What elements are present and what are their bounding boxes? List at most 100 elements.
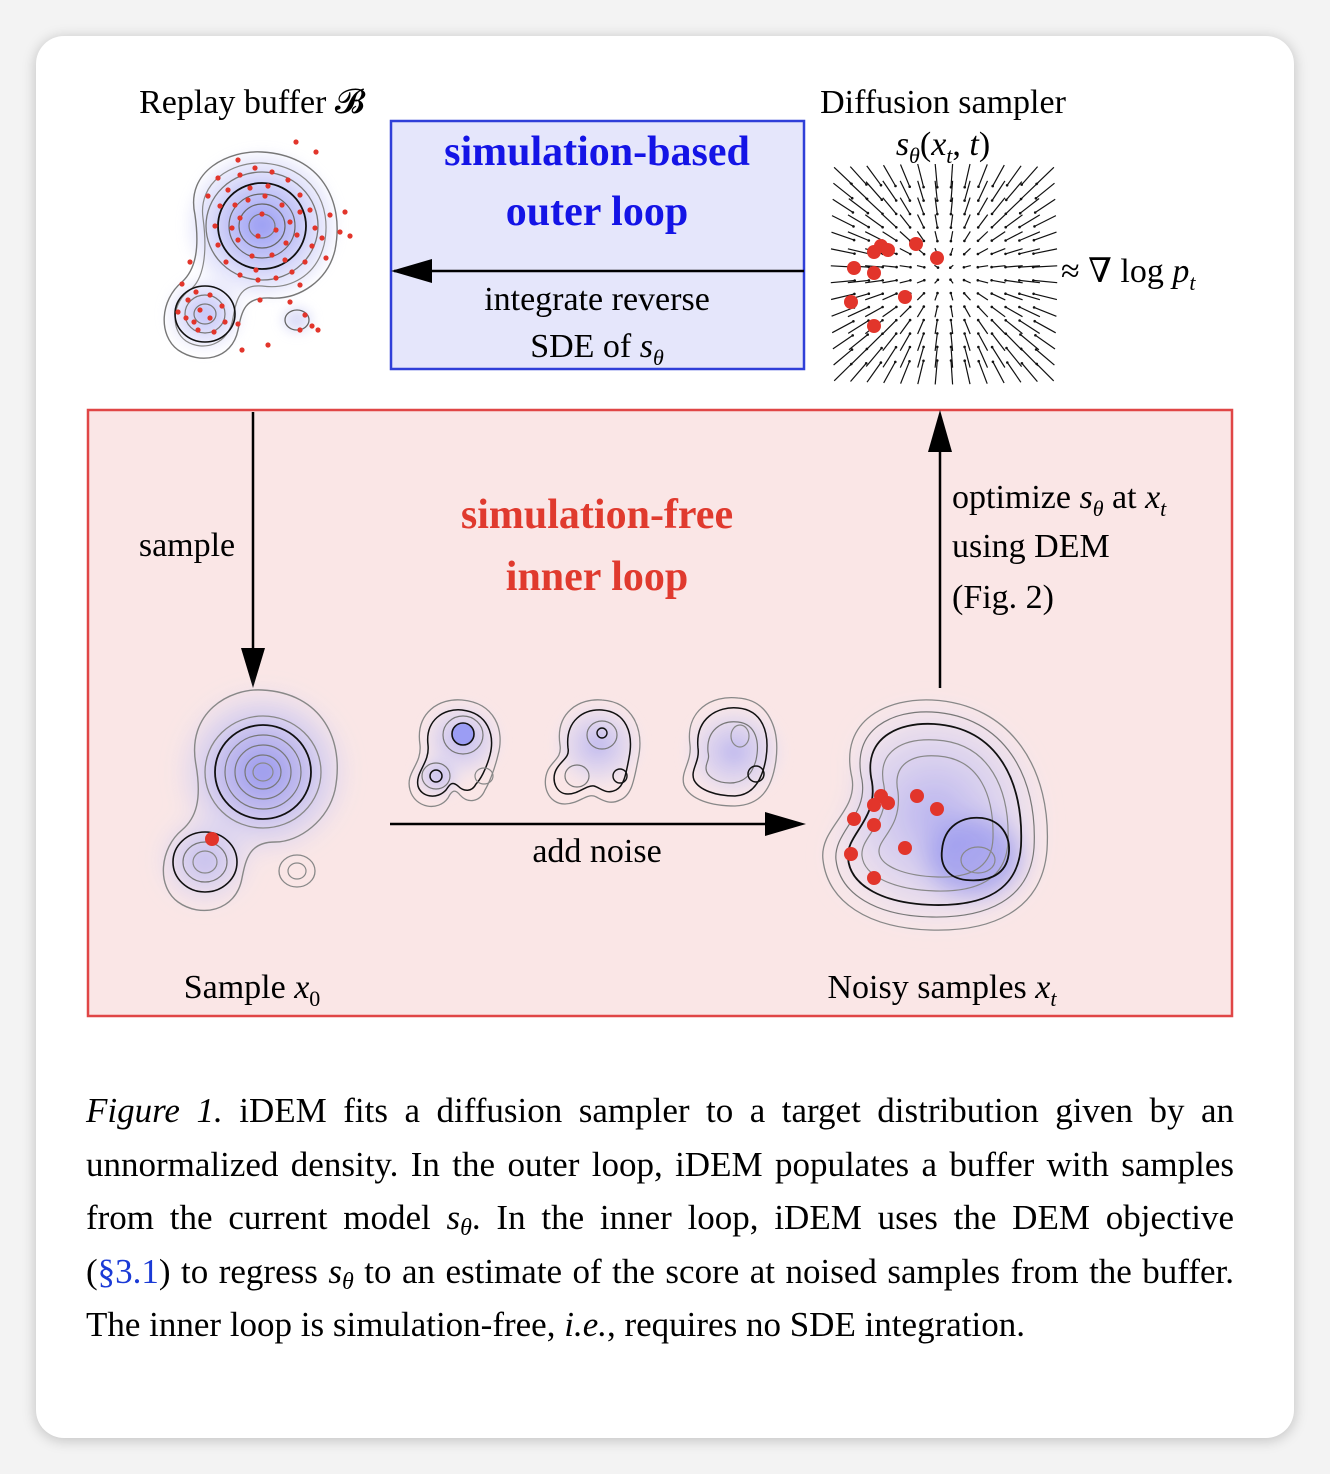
vector-field-arrow xyxy=(917,180,925,201)
vector-field-arrow xyxy=(916,306,925,318)
vector-field-arrowhead xyxy=(880,198,884,201)
vector-field-arrowhead xyxy=(976,292,980,295)
vector-field-arrow xyxy=(1019,214,1041,228)
vector-field-arrow xyxy=(934,180,938,201)
inner-loop-title-1: simulation-free xyxy=(461,492,733,538)
vector-field-arrow xyxy=(833,182,853,199)
vector-field-arrowhead xyxy=(936,359,939,362)
vector-field-arrowhead xyxy=(936,278,940,282)
vector-field-arrowhead xyxy=(990,279,993,282)
vector-field-arrow xyxy=(950,333,954,351)
vector-field-arrow xyxy=(934,306,938,318)
vector-field-arrowhead xyxy=(1018,319,1021,322)
vector-field-arrowhead xyxy=(991,184,994,188)
vector-field-arrow xyxy=(1005,333,1023,352)
vector-field-arrow xyxy=(1033,231,1057,241)
vector-field-arrow xyxy=(1005,181,1023,201)
vector-field-arrowhead xyxy=(894,212,898,216)
vector-field-arrowhead xyxy=(922,292,926,295)
vector-field-arrow xyxy=(950,346,954,368)
vector-field-arrow xyxy=(900,361,911,384)
vector-field-arrow xyxy=(1034,320,1056,334)
noise-step-2 xyxy=(544,699,642,805)
vector-field-arrowhead xyxy=(976,318,980,322)
vector-field-arrowhead xyxy=(949,226,953,229)
vector-field-arrowhead xyxy=(853,279,856,282)
vector-field-arrowhead xyxy=(1004,319,1007,322)
vector-field-arrowhead xyxy=(1005,198,1008,202)
vector-field-arrowhead xyxy=(1035,182,1038,186)
vector-field-arrow xyxy=(882,265,897,268)
vector-field-arrowhead xyxy=(866,333,869,336)
vector-field-arrow xyxy=(992,361,1005,384)
vector-field-arrow xyxy=(847,248,870,255)
vector-field-arrowhead xyxy=(991,360,995,364)
vector-field-arrowhead xyxy=(1032,279,1035,282)
vector-field-arrowhead xyxy=(936,199,939,202)
vector-field-arrowhead xyxy=(977,359,980,363)
vector-field-arrowhead xyxy=(908,212,912,216)
caption-text-5: , requires no SDE integration. xyxy=(606,1305,1025,1344)
vector-field-arrowhead xyxy=(922,345,925,349)
sample-x0-label: Sample x0 xyxy=(184,969,321,1011)
section-ref-link[interactable]: §3.1 xyxy=(97,1251,159,1291)
vector-field-arrow xyxy=(1034,198,1056,213)
vector-field-arrowhead xyxy=(852,225,855,228)
vector-field-arrow xyxy=(899,247,911,255)
inner-loop-title-2: inner loop xyxy=(506,554,688,600)
vector-field-arrowhead xyxy=(879,361,883,364)
vector-field-arrowhead xyxy=(867,225,870,229)
vector-field-arrow xyxy=(916,279,925,284)
vector-field-arrow xyxy=(1006,347,1023,367)
vector-field-arrowhead xyxy=(976,252,980,256)
outer-arrow-label-1: integrate reverse xyxy=(484,281,710,318)
vector-field-arrowhead xyxy=(1032,252,1035,255)
add-noise-label: add noise xyxy=(532,833,661,870)
vector-field-arrowhead xyxy=(976,239,980,243)
vector-field-arrow xyxy=(848,334,869,351)
replay-buffer-samples xyxy=(175,139,353,353)
vector-field-arrowhead xyxy=(895,252,898,256)
vector-field-arrow xyxy=(1021,166,1039,185)
vector-field-arrowhead xyxy=(881,265,884,269)
vector-field-arrowhead xyxy=(977,345,980,349)
vector-field-arrowhead xyxy=(1019,347,1023,351)
vector-field-arrowhead xyxy=(1004,239,1007,242)
noise-step-3 xyxy=(682,696,784,807)
vector-field-arrowhead xyxy=(908,345,912,349)
vector-field-arrowhead xyxy=(1031,265,1035,269)
vector-field-arrow xyxy=(991,197,1006,215)
caption-lead: Figure 1. xyxy=(86,1091,223,1130)
noise-step-1 xyxy=(408,699,502,808)
sample-x0-point xyxy=(205,832,219,846)
vector-field-arrow xyxy=(1005,306,1023,318)
vector-field-arrow xyxy=(964,333,971,351)
vector-field-arrow xyxy=(831,231,855,241)
vector-field-arrow xyxy=(847,214,870,228)
vector-field-arrow xyxy=(1035,182,1055,199)
vector-field-arrow xyxy=(848,198,869,214)
vector-field-arrow xyxy=(847,231,870,242)
vector-field-arrowhead xyxy=(908,185,911,188)
vector-field-arrowhead xyxy=(936,185,939,189)
vector-field-arrow xyxy=(917,319,925,335)
vector-field-arrow xyxy=(977,292,989,301)
vector-field-arrowhead xyxy=(1033,319,1036,323)
vector-field-arrow xyxy=(831,215,854,227)
vector-field-arrow xyxy=(992,164,1005,187)
vector-field-arrowhead xyxy=(922,332,925,335)
vector-field-arrow xyxy=(882,319,897,335)
vector-field-arrowhead xyxy=(865,183,868,186)
vector-field-arrowhead xyxy=(908,332,912,335)
vector-field-arrow xyxy=(832,198,854,213)
vector-field-arrowhead xyxy=(963,305,966,308)
vector-field-arrow xyxy=(1019,306,1041,318)
vector-field-arrow xyxy=(1006,362,1022,383)
vector-field-arrowhead xyxy=(1018,239,1021,242)
vector-field-arrowhead xyxy=(949,305,953,308)
vector-field-arrow xyxy=(1005,279,1023,284)
vector-field-arrowhead xyxy=(936,318,939,322)
vector-field-arrowhead xyxy=(867,279,871,282)
vector-field-arrow xyxy=(849,182,868,200)
score-vector-field xyxy=(830,163,1058,385)
